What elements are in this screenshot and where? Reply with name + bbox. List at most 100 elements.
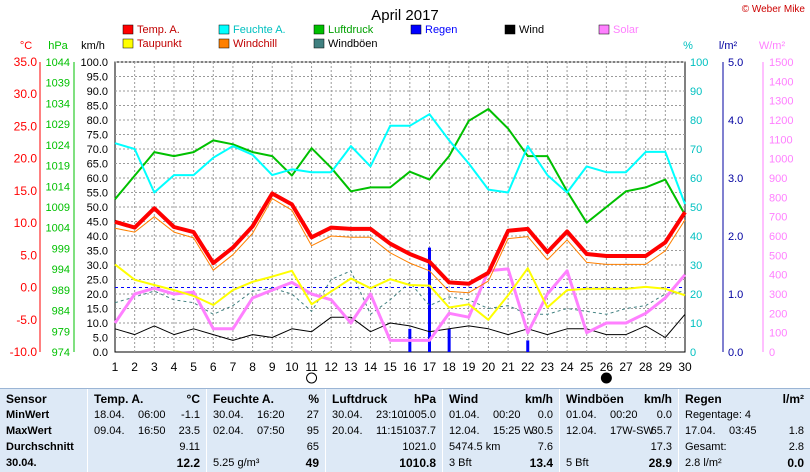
x-tick: 15 (383, 360, 397, 374)
temp-cell-time: 16:50 (138, 425, 166, 437)
solar-tick: 400 (769, 270, 787, 282)
x-tick: 22 (521, 360, 535, 374)
humidity-axis-unit: % (683, 40, 693, 52)
x-tick: 21 (501, 360, 515, 374)
legend-label: Taupunkt (137, 38, 182, 50)
legend-swatch (313, 24, 325, 35)
rain-tick: 1.0 (728, 289, 743, 301)
pressure-tick: 1004 (46, 223, 70, 235)
rain-cell-date: Gesamt: (685, 441, 727, 453)
wind-cell-date: 12.04. (449, 425, 480, 437)
x-tick: 23 (541, 360, 555, 374)
max-label: MaxWert (6, 425, 52, 437)
series-line-windb-en (114, 270, 686, 315)
statistics-table: Sensor MinWert MaxWert Durchschnitt 30.0… (0, 388, 810, 472)
wind-tick: 35.0 (87, 246, 108, 258)
series-line-taupunkt (114, 263, 686, 321)
gust-cell-date: 12.04. (566, 425, 597, 437)
temp-tick: 25.0 (14, 119, 38, 133)
wind-tick: 45.0 (87, 217, 108, 229)
pressure-tick: 1024 (46, 140, 70, 152)
solar-tick: 300 (769, 289, 787, 301)
legend-label: Windchill (233, 38, 277, 50)
legend-swatch (218, 24, 230, 35)
x-tick: 2 (131, 360, 138, 374)
pressure-tick: 979 (52, 326, 70, 338)
x-tick: 10 (285, 360, 299, 374)
wind-tick: 80.0 (87, 115, 108, 127)
humidity-tick: 60 (690, 173, 702, 185)
series-line-temp-a- (114, 191, 687, 286)
humidity-cell-date: 02.04. (213, 425, 244, 437)
series-line-solar (113, 267, 687, 342)
sensor-column: Sensor MinWert MaxWert Durchschnitt 30.0… (0, 389, 88, 472)
wind-tick: 65.0 (87, 159, 108, 171)
wind-tick: 50.0 (87, 202, 108, 214)
x-tick: 12 (325, 360, 339, 374)
temp-header: Temp. A. (94, 392, 144, 406)
x-tick: 17 (423, 360, 437, 374)
temp-axis-unit: °C (20, 40, 32, 52)
temp-cell-time: 06:00 (138, 409, 166, 421)
wind-tick: 0.0 (93, 347, 108, 359)
solar-tick: 1100 (769, 134, 793, 146)
wind-header: Wind (449, 392, 479, 406)
wind-tick: 90.0 (87, 86, 108, 98)
pressure-tick: 1014 (46, 181, 70, 193)
x-tick: 18 (442, 360, 456, 374)
solar-tick: 100 (769, 328, 787, 340)
rain-cell-date: 17.04. (685, 425, 716, 437)
humidity-current-extra: 5.25 g/m³ (213, 457, 260, 469)
series-line-windchill (114, 198, 686, 294)
humidity-tick: 80 (690, 115, 702, 127)
current-date: 30.04. (6, 457, 37, 469)
temp-tick: 0.0 (20, 281, 37, 295)
x-tick: 28 (639, 360, 653, 374)
wind-tick: 70.0 (87, 144, 108, 156)
pressure-cell-time: 11:15 (376, 425, 403, 437)
x-tick: 8 (249, 360, 256, 374)
min-label: MinWert (6, 409, 50, 421)
rain-tick: 5.0 (728, 57, 743, 69)
pressure-tick: 989 (52, 285, 70, 297)
temp-tick: 15.0 (14, 184, 38, 198)
wind-tick: 5.0 (93, 333, 108, 345)
pressure-tick: 1034 (46, 98, 70, 110)
x-tick: 14 (364, 360, 378, 374)
gust-header: Windböen (566, 392, 624, 406)
x-tick: 13 (344, 360, 358, 374)
gust-cell-time: 17W-SW (610, 425, 654, 437)
gust-cell-date: 01.04. (566, 409, 597, 421)
solar-axis-unit: W/m² (759, 40, 786, 52)
solar-tick: 800 (769, 192, 787, 204)
wind-tick: 55.0 (87, 188, 108, 200)
solar-tick: 1000 (769, 154, 793, 166)
x-tick: 9 (269, 360, 276, 374)
temp-column: Temp. A. °C 18.04. 06:00 -1.1 09.04. 16:50 23.5… (88, 389, 207, 472)
rain-cell-value: 2.8 (788, 441, 804, 453)
gust-column: Windböen km/h 01.04. 00:20 0.0 12.04. 17W-SW 65… (560, 389, 679, 472)
wind-tick: 25.0 (87, 275, 108, 287)
legend-swatch (313, 38, 325, 49)
temp-tick: -5.0 (16, 313, 37, 327)
x-tick: 6 (210, 360, 217, 374)
solar-tick: 500 (769, 250, 787, 262)
x-tick: 7 (230, 360, 237, 374)
wind-cell-date: 5474.5 km (449, 441, 501, 453)
wind-cell-time: 00:20 (493, 409, 521, 421)
chart-title: April 2017 (371, 7, 439, 24)
sensor-header: Sensor (6, 392, 47, 406)
humidity-cell-value: 95 (306, 425, 319, 437)
solar-tick: 0 (769, 347, 775, 359)
new-moon-icon (600, 372, 612, 384)
humidity-tick: 40 (690, 231, 702, 243)
legend-swatch (122, 24, 134, 35)
humidity-tick: 100 (690, 57, 708, 69)
rain-current-value: 0.0 (787, 456, 804, 470)
x-tick: 24 (560, 360, 574, 374)
solar-tick: 900 (769, 173, 787, 185)
x-tick: 19 (462, 360, 476, 374)
wind-tick: 20.0 (87, 289, 108, 301)
legend-swatch (504, 24, 516, 35)
wind-cell-time: 15:25 W (493, 425, 534, 437)
